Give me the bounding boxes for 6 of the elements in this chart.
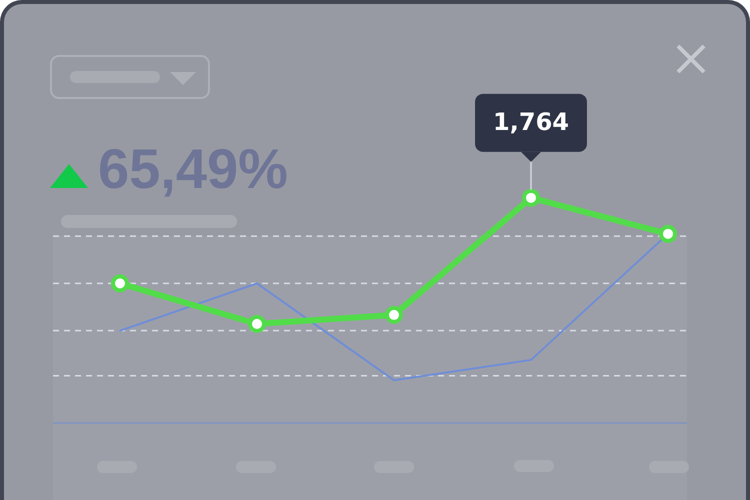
point (522, 188, 540, 207)
text: 1,764 (493, 108, 569, 136)
point (385, 306, 403, 324)
point (111, 274, 129, 292)
point (659, 224, 677, 243)
point (248, 314, 266, 333)
